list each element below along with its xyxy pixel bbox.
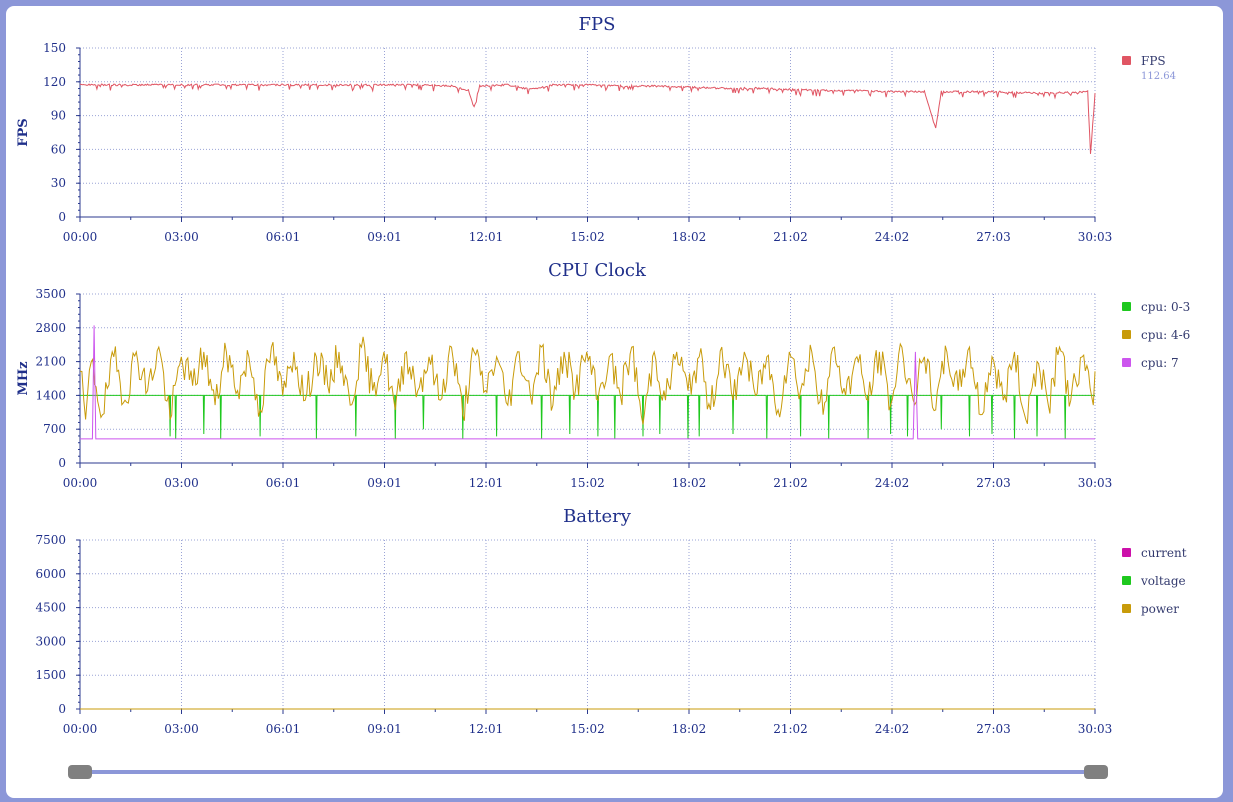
y-tick-label: 120 bbox=[43, 75, 66, 89]
x-tick-label: 27:03 bbox=[976, 476, 1011, 490]
y-tick-label: 0 bbox=[58, 456, 66, 470]
series-line-cpu-7 bbox=[80, 325, 1095, 440]
x-tick-label: 27:03 bbox=[976, 230, 1011, 244]
chart-0: FPS 0 30 60 90 120 150 00:00 03:00 06:01 09:01 12:0… bbox=[16, 14, 1176, 244]
x-tick-label: 15:02 bbox=[570, 476, 605, 490]
series-line-cpu-4-6 bbox=[79, 336, 1096, 425]
y-tick-label: 60 bbox=[51, 142, 66, 156]
x-tick-label: 30:03 bbox=[1078, 722, 1113, 736]
legend-swatch bbox=[1122, 548, 1131, 557]
x-tick-label: 09:01 bbox=[367, 230, 402, 244]
y-tick-label: 1400 bbox=[35, 388, 66, 402]
x-tick-label: 21:02 bbox=[773, 230, 808, 244]
y-tick-label: 30 bbox=[51, 176, 66, 190]
y-axis-label: MHz bbox=[16, 361, 31, 395]
x-tick-label: 03:00 bbox=[164, 476, 199, 490]
legend-swatch bbox=[1122, 56, 1131, 65]
x-tick-label: 18:02 bbox=[672, 476, 707, 490]
x-tick-label: 09:01 bbox=[367, 476, 402, 490]
legend-label: cpu: 7 bbox=[1141, 356, 1179, 370]
series-line-cpu-0-3 bbox=[80, 394, 1095, 439]
x-tick-label: 00:00 bbox=[63, 722, 98, 736]
series-line-fps bbox=[79, 82, 1096, 154]
x-tick-label: 06:01 bbox=[266, 230, 301, 244]
legend-label: cpu: 4-6 bbox=[1141, 328, 1190, 342]
legend-swatch bbox=[1122, 604, 1131, 613]
x-tick-label: 18:02 bbox=[672, 230, 707, 244]
chart-title: CPU Clock bbox=[548, 260, 647, 281]
legend-label: cpu: 0-3 bbox=[1141, 300, 1190, 314]
x-tick-label: 24:02 bbox=[875, 476, 910, 490]
legend-label: power bbox=[1141, 602, 1179, 616]
slider-start-handle[interactable] bbox=[68, 765, 92, 779]
x-tick-label: 15:02 bbox=[570, 230, 605, 244]
time-range-slider-track[interactable] bbox=[80, 770, 1096, 774]
chart-1: CPU Clock 0 700 1400 2100 2800 3500 00:00 03:00 0… bbox=[16, 260, 1190, 490]
y-tick-label: 2800 bbox=[35, 321, 66, 335]
legend-swatch bbox=[1122, 330, 1131, 339]
y-tick-label: 0 bbox=[58, 210, 66, 224]
legend-label: FPS bbox=[1141, 54, 1166, 68]
chart-title: Battery bbox=[563, 506, 632, 527]
x-tick-label: 24:02 bbox=[875, 722, 910, 736]
x-tick-label: 27:03 bbox=[976, 722, 1011, 736]
legend-swatch bbox=[1122, 302, 1131, 311]
x-tick-label: 12:01 bbox=[469, 476, 504, 490]
x-tick-label: 03:00 bbox=[164, 230, 199, 244]
y-tick-label: 1500 bbox=[35, 668, 66, 682]
y-tick-label: 3000 bbox=[35, 634, 66, 648]
x-tick-label: 30:03 bbox=[1078, 476, 1113, 490]
slider-end-handle[interactable] bbox=[1084, 765, 1108, 779]
x-tick-label: 00:00 bbox=[63, 230, 98, 244]
y-tick-label: 150 bbox=[43, 41, 66, 55]
x-tick-label: 21:02 bbox=[773, 722, 808, 736]
y-tick-label: 3500 bbox=[35, 287, 66, 301]
x-tick-label: 03:00 bbox=[164, 722, 199, 736]
y-tick-label: 7500 bbox=[35, 533, 66, 547]
y-tick-label: 90 bbox=[51, 109, 66, 123]
x-tick-label: 24:02 bbox=[875, 230, 910, 244]
legend-label: voltage bbox=[1140, 574, 1186, 588]
y-axis-label: FPS bbox=[16, 118, 31, 146]
x-tick-label: 00:00 bbox=[63, 476, 98, 490]
chart-title: FPS bbox=[579, 14, 616, 35]
y-tick-label: 2100 bbox=[35, 355, 66, 369]
legend-value: 112.64 bbox=[1141, 71, 1176, 82]
x-tick-label: 06:01 bbox=[266, 722, 301, 736]
legend-label: current bbox=[1141, 546, 1187, 560]
legend-swatch bbox=[1122, 576, 1131, 585]
x-tick-label: 21:02 bbox=[773, 476, 808, 490]
legend-swatch bbox=[1122, 358, 1131, 367]
x-tick-label: 06:01 bbox=[266, 476, 301, 490]
chart-2: Battery 0 1500 3000 4500 6000 7500 00:00 03:00 06… bbox=[35, 506, 1186, 736]
y-tick-label: 700 bbox=[43, 422, 66, 436]
x-tick-label: 12:01 bbox=[469, 722, 504, 736]
y-tick-label: 4500 bbox=[35, 601, 66, 615]
x-tick-label: 12:01 bbox=[469, 230, 504, 244]
x-tick-label: 15:02 bbox=[570, 722, 605, 736]
y-tick-label: 0 bbox=[58, 702, 66, 716]
x-tick-label: 18:02 bbox=[672, 722, 707, 736]
y-tick-label: 6000 bbox=[35, 567, 66, 581]
x-tick-label: 30:03 bbox=[1078, 230, 1113, 244]
x-tick-label: 09:01 bbox=[367, 722, 402, 736]
